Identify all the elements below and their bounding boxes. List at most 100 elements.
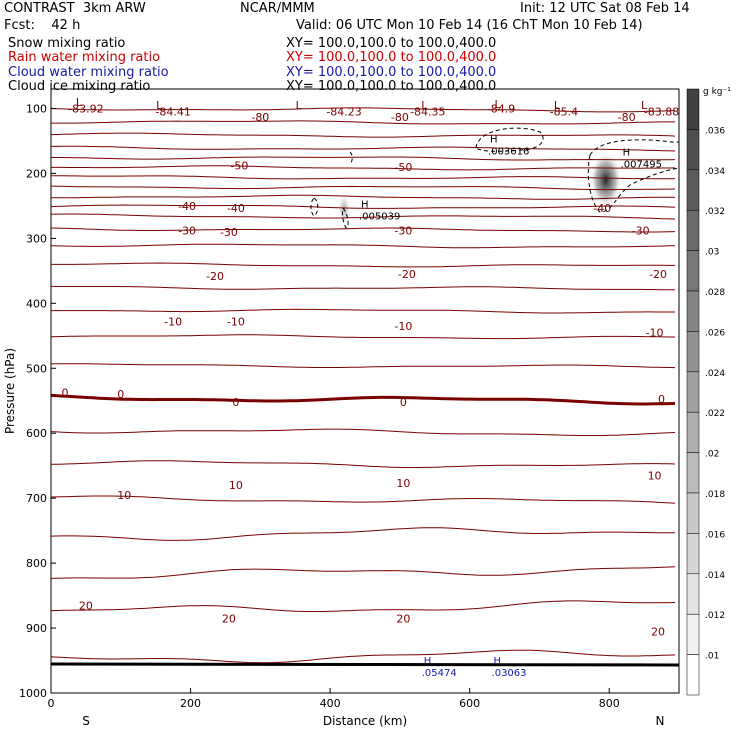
x-tick-label: 800 [599,697,620,710]
isotherm-label: 10 [648,469,662,482]
colorbar-segment [686,88,700,130]
isotherm-label: -40 [593,202,611,215]
colorbar-tick-label: .03 [705,248,719,258]
y-tick-label: 100 [26,102,47,115]
colorbar-unit: g kg⁻¹ [703,87,731,97]
y-tick-label: 600 [26,427,47,440]
isotherm-label: 20 [222,612,236,625]
colorbar: .01 .012 .014 .016 .018 .02 .022 .024 .026 .028 .0… [686,87,731,696]
colorbar-segment [686,169,700,211]
shading-blob [589,151,622,208]
y-tick-label: 500 [26,362,47,375]
forecast-hour: Fcst: 42 h [4,18,81,33]
colorbar-segment [686,129,700,171]
isotherm [50,600,676,612]
colorbar-segment [686,290,700,332]
isotherm [51,308,675,314]
isotherm [51,262,675,268]
isotherm-label: 0 [232,396,239,409]
high-value-label: .05474 [422,668,457,679]
isotherm [50,334,675,340]
x-tick-label: 400 [320,697,341,710]
y-axis-title: Pressure (hPa) [3,348,17,434]
low-marker: L [421,99,428,112]
cloud-ice-contour [349,151,353,165]
isotherm-label: -80 [618,111,636,124]
cloud-ice-contour [587,139,680,213]
isotherm-label: 10 [117,489,131,502]
y-tick-label: 200 [26,167,47,180]
isotherm [50,132,676,138]
isotherm [50,107,676,113]
high-marker: H [623,148,631,159]
colorbar-tick-label: .016 [705,530,725,540]
colorbar-segment [686,452,700,494]
model-title: CONTRAST 3km ARW [4,1,146,16]
isotherm-label: -10 [394,320,412,333]
isotherm [50,185,676,191]
colorbar-segment [686,613,700,655]
colorbar-segment [686,573,700,615]
temperature-isotherms [50,107,676,664]
isotherm [50,495,676,504]
isotherm-label: -84.23 [326,106,361,119]
colorbar-tick-label: .022 [705,409,725,419]
isotherm [51,165,676,171]
isotherm [50,243,676,249]
field-snow-label: Snow mixing ratio [8,36,126,51]
isotherm [50,156,676,161]
isotherm [50,649,676,664]
x-tick-label: 200 [180,697,201,710]
isotherm [50,527,676,541]
isotherm-label: -84.41 [155,106,190,119]
isotherm-label: -83.92 [68,102,103,115]
cloud-ice-contour [341,207,349,229]
isotherm-label: 0 [400,396,407,409]
isotherm [50,363,676,369]
isotherm-label: -50 [394,161,412,174]
isotherm-label: -84.9 [487,102,515,115]
isotherm-label: 0 [658,393,665,406]
high-value-label: .005039 [359,212,400,223]
x-axis-left-endpoint: S [82,714,90,728]
isotherm-label: -20 [649,268,667,281]
isotherm-label: -10 [646,327,664,340]
isotherm [50,213,676,220]
isotherm-label: -10 [227,316,245,329]
field-cloud-water-label: Cloud water mixing ratio [8,65,169,80]
colorbar-tick-label: .014 [705,571,725,581]
high-marker: H [494,656,502,667]
cloud-ice-contour [475,127,544,152]
y-tick-label: 1000 [19,687,47,700]
colorbar-tick-label: .036 [705,126,725,136]
isotherm [50,428,676,436]
isotherm-label: -20 [398,268,416,281]
colorbar-segment [686,411,700,453]
y-tick-label: 700 [26,492,47,505]
isotherm-label: -10 [164,316,182,329]
high-marker: H [361,200,369,211]
colorbar-segment [686,209,700,251]
isotherm-label: -80 [251,111,269,124]
isotherm-zero [50,393,676,406]
isotherm-label: -50 [230,160,248,173]
colorbar-tick-label: .018 [705,490,725,500]
colorbar-segment [686,533,700,575]
field-rain-xy: XY= 100.0,100.0 to 100.0,400.0 [286,50,497,65]
isotherm [50,204,676,209]
high-marker: H [490,135,498,146]
isotherm [50,175,675,180]
isotherm-label: -80 [391,111,409,124]
isotherm [51,285,676,291]
field-cloud-ice-xy: XY= 100.0,100.0 to 100.0,400.0 [286,79,497,94]
high-marker: H [424,656,432,667]
low-marker: L [554,99,561,112]
field-snow-xy: XY= 100.0,100.0 to 100.0,400.0 [286,36,497,51]
high-value-label: .03063 [492,668,527,679]
surface-line [50,662,680,667]
cloud-ice-contours [310,127,680,229]
isotherm [51,460,676,468]
isotherm-label: 20 [396,612,410,625]
colorbar-tick-label: .026 [705,328,725,338]
low-marker: L [495,98,502,111]
